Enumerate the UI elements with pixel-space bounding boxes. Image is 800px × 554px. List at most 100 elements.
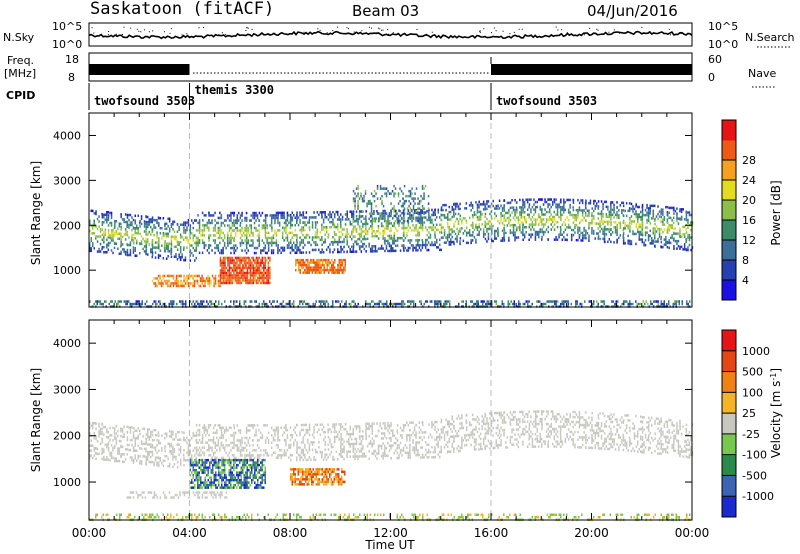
echo-cell xyxy=(299,268,301,272)
echo-cell xyxy=(337,213,339,216)
echo-cell xyxy=(104,443,107,446)
echo-cell xyxy=(462,239,465,243)
echo-cell xyxy=(544,223,546,226)
echo-cell xyxy=(214,431,217,435)
echo-cell xyxy=(377,217,380,220)
echo-cell xyxy=(666,231,669,235)
echo-cell xyxy=(345,300,347,303)
echo-cell xyxy=(471,206,474,210)
echo-cell xyxy=(275,214,278,217)
echo-cell xyxy=(308,302,310,306)
nsearch-tick-bottom: 10^0 xyxy=(708,38,738,51)
echo-cell xyxy=(211,439,213,442)
echo-cell xyxy=(216,431,218,435)
echo-cell xyxy=(239,266,241,270)
echo-cell xyxy=(594,237,596,240)
echo-cell xyxy=(216,449,218,452)
echo-cell xyxy=(129,241,132,244)
echo-cell xyxy=(555,198,557,201)
echo-cell xyxy=(260,259,262,262)
echo-cell xyxy=(258,256,261,260)
echo-cell xyxy=(473,211,476,214)
echo-cell xyxy=(610,215,612,219)
echo-cell xyxy=(349,235,351,238)
echo-cell xyxy=(351,300,353,303)
echo-cell xyxy=(418,234,421,237)
echo-cell xyxy=(239,276,241,280)
echo-cell xyxy=(170,240,173,243)
echo-cell xyxy=(128,300,130,303)
echo-cell xyxy=(107,224,110,227)
echo-cell xyxy=(484,220,486,224)
echo-cell xyxy=(380,224,383,228)
echo-cell xyxy=(448,205,450,209)
echo-cell xyxy=(243,276,246,280)
echo-cell xyxy=(362,230,364,233)
echo-cell xyxy=(264,266,267,270)
echo-cell xyxy=(279,302,281,306)
echo-cell xyxy=(332,271,334,274)
echo-cell xyxy=(170,243,173,246)
echo-cell xyxy=(156,302,158,306)
echo-cell xyxy=(156,231,158,234)
echo-cell xyxy=(341,248,344,251)
echo-cell xyxy=(205,224,207,227)
echo-cell xyxy=(331,258,333,262)
echo-cell xyxy=(126,453,128,456)
echo-cell xyxy=(195,456,197,460)
echo-cell xyxy=(635,225,637,229)
echo-cell xyxy=(321,300,323,303)
echo-cell xyxy=(272,216,275,220)
echo-cell xyxy=(296,211,298,214)
echo-cell xyxy=(417,239,419,242)
echo-cell xyxy=(402,217,404,220)
echo-cell xyxy=(117,449,119,453)
echo-cell xyxy=(338,258,340,262)
echo-cell xyxy=(244,216,246,220)
echo-cell xyxy=(281,231,284,235)
echo-cell xyxy=(621,302,623,306)
echo-cell xyxy=(281,214,284,217)
echo-cell xyxy=(585,207,587,210)
echo-cell xyxy=(106,428,108,431)
echo-cell xyxy=(249,224,251,227)
echo-cell xyxy=(224,259,226,262)
echo-cell xyxy=(286,236,289,240)
echo-cell xyxy=(530,228,532,231)
echo-cell xyxy=(527,300,529,303)
echo-cell xyxy=(217,441,220,445)
echo-cell xyxy=(552,203,554,206)
echo-cell xyxy=(629,225,631,228)
echo-cell xyxy=(263,302,265,306)
echo-cell xyxy=(158,300,160,303)
echo-cell xyxy=(112,456,114,460)
echo-cell xyxy=(208,226,210,230)
echo-cell xyxy=(165,282,167,285)
echo-cell xyxy=(147,435,149,439)
echo-cell xyxy=(556,203,559,206)
echo-cell xyxy=(308,218,311,222)
echo-cell xyxy=(278,221,281,225)
echo-cell xyxy=(503,199,506,202)
echo-cell xyxy=(165,227,168,230)
echo-cell xyxy=(299,211,301,214)
echo-cell xyxy=(644,213,647,217)
echo-cell xyxy=(677,244,680,248)
echo-cell xyxy=(274,241,276,245)
echo-cell xyxy=(597,217,599,220)
echo-cell xyxy=(384,242,386,245)
echo-cell xyxy=(327,236,329,239)
echo-cell xyxy=(222,266,225,270)
echo-cell xyxy=(421,216,424,219)
echo-cell xyxy=(162,459,165,462)
echo-cell xyxy=(632,230,634,233)
echo-cell xyxy=(104,228,107,231)
echo-cell xyxy=(299,248,301,252)
echo-cell xyxy=(283,216,286,220)
echo-cell xyxy=(591,227,593,230)
echo-cell xyxy=(379,187,382,190)
echo-cell xyxy=(413,209,416,212)
echo-cell xyxy=(641,221,644,224)
echo-cell xyxy=(397,192,400,195)
echo-cell xyxy=(176,466,179,469)
